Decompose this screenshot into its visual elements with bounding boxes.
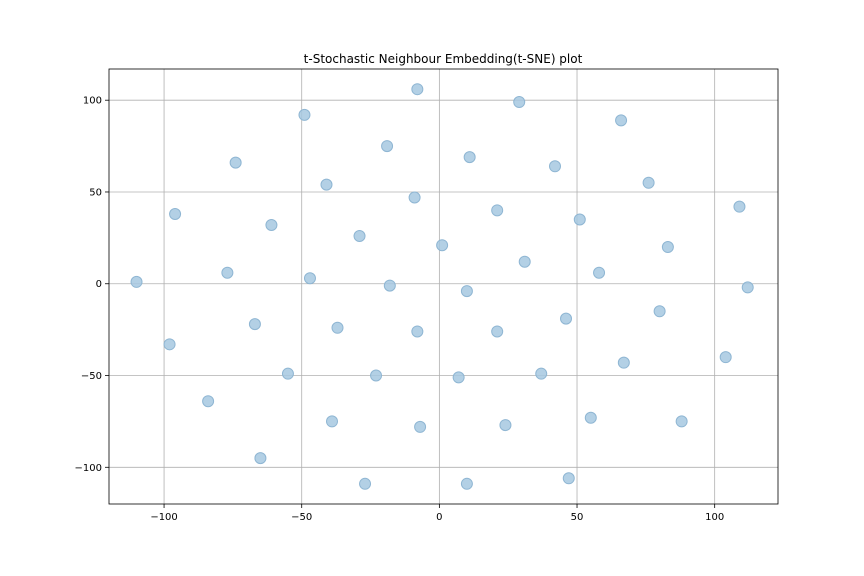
- grid-lines: [109, 69, 778, 504]
- scatter-point: [615, 114, 628, 127]
- scatter-point: [281, 367, 294, 380]
- chart-title: t-Stochastic Neighbour Embedding(t-SNE) …: [304, 52, 583, 66]
- scatter-point: [254, 452, 267, 465]
- scatter-point: [248, 318, 261, 331]
- scatter-point: [320, 178, 333, 191]
- scatter-point: [298, 108, 311, 121]
- scatter-point: [436, 239, 449, 252]
- scatter-point: [560, 312, 573, 325]
- y-tick-label: 100: [83, 96, 102, 107]
- scatter-point: [411, 325, 424, 338]
- y-tick-label: −50: [81, 371, 102, 382]
- scatter-point: [169, 208, 182, 220]
- scatter-point: [573, 213, 586, 226]
- scatter-point: [491, 204, 504, 217]
- scatter-point: [642, 176, 655, 189]
- x-tick-label: 100: [705, 512, 724, 523]
- scatter-point: [741, 281, 754, 294]
- y-tick-label: −100: [75, 463, 102, 474]
- scatter-point: [460, 477, 473, 490]
- x-axis: −100 −50 0 50 100: [150, 504, 724, 523]
- scatter-point: [359, 477, 372, 490]
- scatter-point: [518, 255, 531, 268]
- scatter-point: [411, 83, 424, 96]
- x-tick-label: −50: [291, 512, 312, 523]
- scatter-point: [353, 230, 366, 243]
- y-axis: −100 −50 0 50 100: [75, 96, 109, 474]
- scatter-point: [661, 241, 674, 254]
- scatter-point: [408, 191, 421, 204]
- scatter-point: [163, 338, 176, 351]
- scatter-point: [370, 369, 383, 382]
- scatter-point: [331, 321, 344, 334]
- scatter-point: [719, 351, 732, 364]
- scatter-point: [513, 96, 526, 109]
- y-tick-label: 50: [89, 187, 102, 198]
- scatter-point: [491, 325, 504, 338]
- scatter-point: [381, 140, 394, 153]
- scatter-point: [733, 200, 746, 213]
- scatter-point: [499, 419, 512, 432]
- scatter-point: [549, 160, 561, 173]
- scatter-point: [414, 420, 427, 433]
- x-tick-label: 50: [571, 512, 584, 523]
- data-points: [130, 83, 754, 490]
- scatter-point: [303, 272, 316, 285]
- scatter-point: [202, 395, 215, 408]
- scatter-point: [535, 367, 548, 380]
- scatter-point: [221, 266, 234, 279]
- scatter-point: [463, 151, 476, 164]
- scatter-point: [617, 356, 630, 369]
- scatter-point: [584, 411, 597, 424]
- scatter-point: [383, 279, 396, 292]
- scatter-point: [675, 415, 688, 428]
- scatter-point: [562, 472, 575, 485]
- scatter-point: [452, 371, 465, 384]
- plot-frame: [108, 68, 779, 505]
- scatter-point: [326, 415, 338, 428]
- scatter-point: [265, 219, 278, 232]
- scatter-point: [653, 305, 666, 318]
- y-tick-label: 0: [96, 279, 102, 290]
- x-tick-label: 0: [436, 512, 442, 523]
- scatter-point: [460, 285, 473, 298]
- scatter-point: [593, 266, 606, 279]
- x-tick-label: −100: [150, 512, 177, 523]
- scatter-point: [229, 156, 242, 169]
- scatter-point: [130, 275, 143, 288]
